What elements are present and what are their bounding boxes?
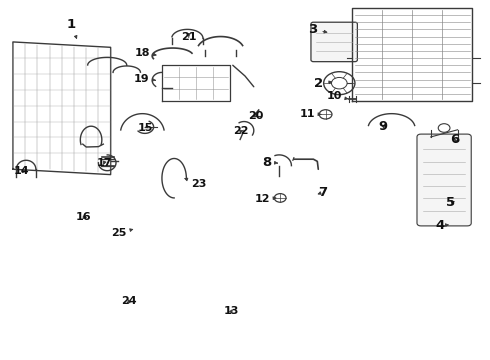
Text: 9: 9 <box>378 121 387 134</box>
Text: 14: 14 <box>13 166 29 176</box>
Text: 7: 7 <box>318 186 327 199</box>
Text: 15: 15 <box>138 123 153 132</box>
Text: 25: 25 <box>111 228 133 238</box>
Text: 13: 13 <box>223 306 239 316</box>
Text: 2: 2 <box>314 77 332 90</box>
Text: 19: 19 <box>134 73 155 84</box>
Text: 21: 21 <box>181 32 196 42</box>
Text: 1: 1 <box>67 18 77 39</box>
FancyBboxPatch shape <box>311 22 357 62</box>
Text: 11: 11 <box>300 109 321 119</box>
Text: 5: 5 <box>445 196 455 209</box>
FancyBboxPatch shape <box>417 134 471 226</box>
Text: 24: 24 <box>121 296 137 306</box>
Text: 8: 8 <box>263 156 278 168</box>
Text: 18: 18 <box>134 48 156 58</box>
Text: 16: 16 <box>76 212 92 222</box>
Text: 12: 12 <box>254 194 276 204</box>
Text: 17: 17 <box>97 158 112 168</box>
Text: 20: 20 <box>248 111 264 121</box>
Text: 4: 4 <box>436 219 448 232</box>
Text: 22: 22 <box>233 126 249 136</box>
Text: 6: 6 <box>450 134 460 147</box>
Text: 3: 3 <box>308 23 327 36</box>
Text: 23: 23 <box>185 178 207 189</box>
Text: 10: 10 <box>326 91 348 102</box>
